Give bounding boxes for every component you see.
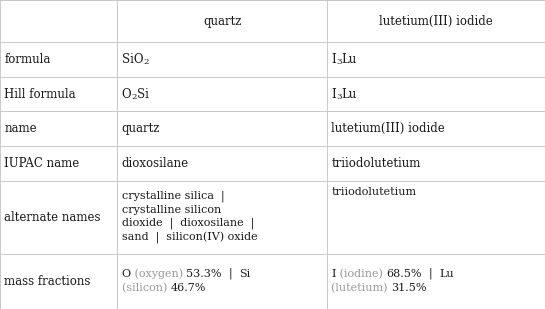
Text: Lu: Lu bbox=[439, 269, 454, 279]
Text: 3: 3 bbox=[336, 93, 342, 101]
Text: |: | bbox=[222, 268, 239, 279]
Text: formula: formula bbox=[4, 53, 51, 66]
Text: lutetium(III) iodide: lutetium(III) iodide bbox=[331, 122, 445, 135]
Text: quartz: quartz bbox=[203, 15, 241, 28]
Text: 2: 2 bbox=[131, 93, 137, 101]
Text: |: | bbox=[422, 268, 439, 279]
Text: Hill formula: Hill formula bbox=[4, 87, 76, 100]
Text: Si: Si bbox=[137, 87, 148, 100]
Text: I: I bbox=[331, 269, 336, 279]
Text: O: O bbox=[122, 269, 131, 279]
Text: O: O bbox=[122, 87, 131, 100]
Text: Lu: Lu bbox=[342, 87, 357, 100]
Text: (silicon): (silicon) bbox=[122, 283, 171, 293]
Text: (iodine): (iodine) bbox=[336, 269, 386, 279]
Text: alternate names: alternate names bbox=[4, 211, 101, 224]
Text: 68.5%: 68.5% bbox=[386, 269, 422, 279]
Text: I: I bbox=[331, 87, 336, 100]
Text: triiodolutetium: triiodolutetium bbox=[331, 157, 421, 170]
Text: triiodolutetium: triiodolutetium bbox=[331, 187, 416, 197]
Text: IUPAC name: IUPAC name bbox=[4, 157, 80, 170]
Text: Lu: Lu bbox=[342, 53, 357, 66]
Text: Si: Si bbox=[239, 269, 251, 279]
Text: name: name bbox=[4, 122, 37, 135]
Text: 2: 2 bbox=[143, 58, 148, 66]
Text: 31.5%: 31.5% bbox=[391, 283, 427, 293]
Text: (lutetium): (lutetium) bbox=[331, 283, 391, 293]
Text: 3: 3 bbox=[336, 58, 342, 66]
Text: I: I bbox=[331, 53, 336, 66]
Text: lutetium(III) iodide: lutetium(III) iodide bbox=[379, 15, 493, 28]
Text: 46.7%: 46.7% bbox=[171, 283, 206, 293]
Text: quartz: quartz bbox=[122, 122, 160, 135]
Text: 53.3%: 53.3% bbox=[186, 269, 222, 279]
Text: mass fractions: mass fractions bbox=[4, 275, 90, 288]
Text: crystalline silica  |
crystalline silicon
dioxide  |  dioxosilane  |
sand  |  si: crystalline silica | crystalline silicon… bbox=[122, 190, 257, 244]
Text: SiO: SiO bbox=[122, 53, 143, 66]
Text: (oxygen): (oxygen) bbox=[131, 268, 186, 279]
Text: dioxosilane: dioxosilane bbox=[122, 157, 189, 170]
